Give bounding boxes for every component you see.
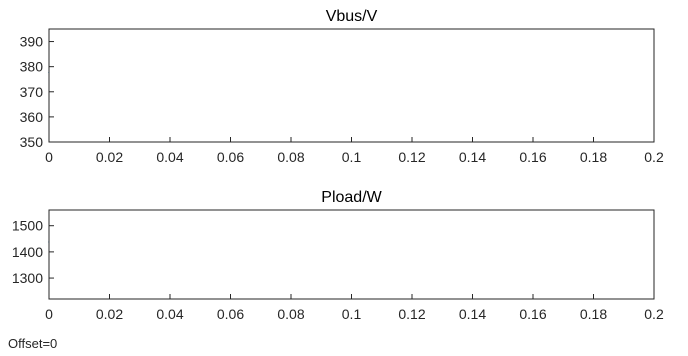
x-tick-label: 0.18 <box>580 306 607 322</box>
x-tick-label: 0.18 <box>580 149 607 165</box>
chart-2: 0 0.02 0.04 0.06 0.08 0.1 0.12 0.14 0.16 0.18 0.2 1… <box>12 189 664 322</box>
y-tick-label: 360 <box>20 109 44 125</box>
x-tick-label: 0.04 <box>156 149 183 165</box>
x-tick-label: 0.12 <box>398 149 425 165</box>
x-tick-label: 0.06 <box>217 306 244 322</box>
x-tick-label: 0 <box>45 306 53 322</box>
x-tick-label: 0.04 <box>156 306 183 322</box>
x-tick-label: 0 <box>45 149 53 165</box>
x-tick-label: 0.2 <box>644 306 664 322</box>
y-tick-label: 390 <box>20 34 44 50</box>
y-tick-label: 370 <box>20 84 44 100</box>
x-tick-label: 0.14 <box>459 149 486 165</box>
axes-frame <box>48 209 655 300</box>
x-tick-label: 0.12 <box>398 306 425 322</box>
x-tick-label: 0.1 <box>342 149 362 165</box>
chart-title: Pload/W <box>321 189 382 206</box>
x-tick-label: 0.02 <box>96 306 123 322</box>
y-tick-label: 380 <box>20 59 44 75</box>
x-tick-label: 0.08 <box>277 306 304 322</box>
offset-label: Offset=0 <box>8 336 58 351</box>
x-tick-label: 0.2 <box>644 149 664 165</box>
y-tick-label: 1300 <box>12 270 43 286</box>
x-tick-label: 0.08 <box>277 149 304 165</box>
x-tick-label: 0.02 <box>96 149 123 165</box>
y-tick-label: 1400 <box>12 244 43 260</box>
y-tick-label: 350 <box>20 134 44 150</box>
x-tick-label: 0.14 <box>459 306 486 322</box>
chart-title: Vbus/V <box>326 8 378 25</box>
x-tick-label: 0.06 <box>217 149 244 165</box>
y-tick-label: 1500 <box>12 218 43 234</box>
x-tick-label: 0.16 <box>519 306 546 322</box>
axes-frame <box>48 28 655 143</box>
x-tick-label: 0.16 <box>519 149 546 165</box>
chart-1: 0 0.02 0.04 0.06 0.08 0.1 0.12 0.14 0.16 0.18 0.2 3… <box>20 8 664 165</box>
x-tick-label: 0.1 <box>342 306 362 322</box>
